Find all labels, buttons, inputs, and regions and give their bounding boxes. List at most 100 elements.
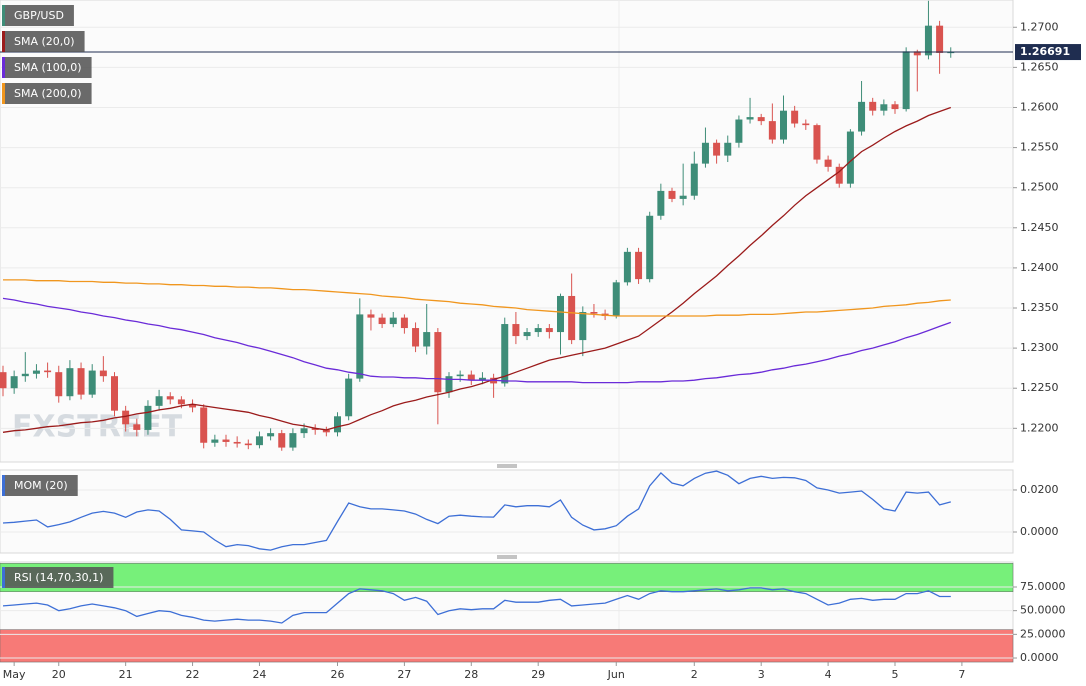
candle-body bbox=[378, 317, 386, 325]
candle-body bbox=[32, 370, 40, 374]
candle-body bbox=[244, 443, 252, 446]
legend-swatch bbox=[2, 5, 5, 26]
candle-body bbox=[434, 332, 442, 393]
candle-body bbox=[512, 324, 520, 337]
indicator-line bbox=[3, 279, 951, 317]
legend-box bbox=[2, 5, 74, 26]
candle-body bbox=[400, 317, 408, 329]
candle-body bbox=[389, 317, 397, 325]
candle-body bbox=[947, 52, 955, 54]
candle-body bbox=[44, 370, 52, 373]
candle-body bbox=[924, 25, 932, 56]
candle-body bbox=[88, 370, 96, 395]
candle-body bbox=[289, 433, 297, 448]
candle-body bbox=[211, 439, 219, 443]
indicator-line bbox=[2, 297, 952, 384]
indicator-line bbox=[2, 470, 951, 551]
candle-body bbox=[423, 332, 431, 347]
candle-body bbox=[802, 123, 810, 126]
legend-swatch bbox=[2, 57, 5, 78]
y-tick-label: 1.2450 bbox=[1020, 221, 1059, 234]
candle-body bbox=[445, 376, 453, 393]
candle-body bbox=[612, 282, 620, 317]
candle-body bbox=[780, 110, 787, 140]
candle-body bbox=[869, 101, 877, 111]
candle-body bbox=[858, 101, 866, 132]
candle-body bbox=[501, 324, 509, 384]
legend-box bbox=[2, 475, 78, 496]
candle-body bbox=[322, 429, 330, 433]
candle-body bbox=[189, 404, 197, 408]
y-tick-label: 1.2550 bbox=[1020, 141, 1059, 154]
candle-body bbox=[902, 51, 910, 110]
legend-label: MOM (20) bbox=[14, 479, 68, 492]
legend-box bbox=[2, 57, 92, 78]
panel-grip bbox=[497, 464, 517, 559]
candle-body bbox=[657, 190, 665, 216]
candle-body bbox=[99, 370, 107, 377]
indicator-line bbox=[2, 106, 952, 433]
last-price-label: 1.26691 bbox=[1020, 45, 1070, 58]
candle-body bbox=[690, 163, 698, 196]
candle-body bbox=[233, 441, 241, 444]
x-tick-label: 3 bbox=[758, 668, 765, 681]
legend-box bbox=[2, 83, 92, 104]
candle-body bbox=[467, 374, 475, 381]
candle-body bbox=[623, 251, 631, 283]
y-tick-label: 1.2250 bbox=[1020, 381, 1059, 394]
legend-label: SMA (200,0) bbox=[14, 87, 82, 100]
candle-body bbox=[267, 433, 275, 437]
candle-body bbox=[55, 372, 63, 397]
x-tick-label: 7 bbox=[958, 668, 965, 681]
mom-panel bbox=[0, 469, 1014, 554]
candle-body bbox=[746, 117, 754, 120]
candle-body bbox=[122, 410, 130, 425]
x-tick-label: 21 bbox=[119, 668, 133, 681]
legend-label: GBP/USD bbox=[14, 9, 64, 22]
candle-body bbox=[534, 328, 542, 333]
watermark: FXSTREET bbox=[12, 410, 183, 445]
candle-body bbox=[557, 295, 564, 333]
candle-body bbox=[66, 368, 74, 397]
candle-body bbox=[111, 376, 118, 411]
candle-body bbox=[713, 142, 721, 156]
y-tick-label: 1.2300 bbox=[1020, 341, 1059, 354]
legend-swatch bbox=[2, 31, 5, 52]
candle-body bbox=[635, 251, 643, 280]
candle-body bbox=[568, 295, 576, 341]
candle-body bbox=[456, 374, 464, 377]
x-tick-label: 22 bbox=[186, 668, 200, 681]
x-tick-label: 28 bbox=[464, 668, 478, 681]
legend-label: RSI (14,70,30,1) bbox=[14, 571, 103, 584]
candle-body bbox=[255, 436, 263, 446]
candle-body bbox=[757, 117, 765, 122]
candle-body bbox=[177, 399, 185, 405]
candle-body bbox=[356, 314, 364, 379]
candle-body bbox=[166, 396, 174, 400]
candle-body bbox=[668, 190, 676, 199]
y-tick-label: 1.2400 bbox=[1020, 261, 1059, 274]
candle-body bbox=[724, 142, 732, 156]
price-panel bbox=[0, 0, 1014, 463]
y-tick-label: 1.2500 bbox=[1020, 181, 1059, 194]
x-tick-label: 5 bbox=[892, 668, 899, 681]
candle-body bbox=[824, 159, 832, 167]
last-price-box bbox=[1015, 44, 1081, 61]
legend-label: SMA (20,0) bbox=[14, 35, 75, 48]
legend-swatch bbox=[2, 83, 5, 104]
indicator-line bbox=[2, 587, 951, 624]
x-tick-label: 26 bbox=[331, 668, 345, 681]
candle-body bbox=[311, 428, 319, 430]
candle-body bbox=[701, 142, 709, 164]
candle-body bbox=[10, 376, 18, 389]
candle-body bbox=[735, 119, 743, 143]
y-tick-label: 1.2200 bbox=[1020, 421, 1059, 434]
y-tick-label: 1.2650 bbox=[1020, 60, 1059, 73]
candle-body bbox=[768, 121, 776, 140]
legend-swatch bbox=[2, 567, 5, 588]
candle-body bbox=[144, 405, 152, 430]
candle-body bbox=[579, 312, 587, 341]
x-tick-label: 20 bbox=[52, 668, 66, 681]
candle-body bbox=[222, 439, 230, 442]
